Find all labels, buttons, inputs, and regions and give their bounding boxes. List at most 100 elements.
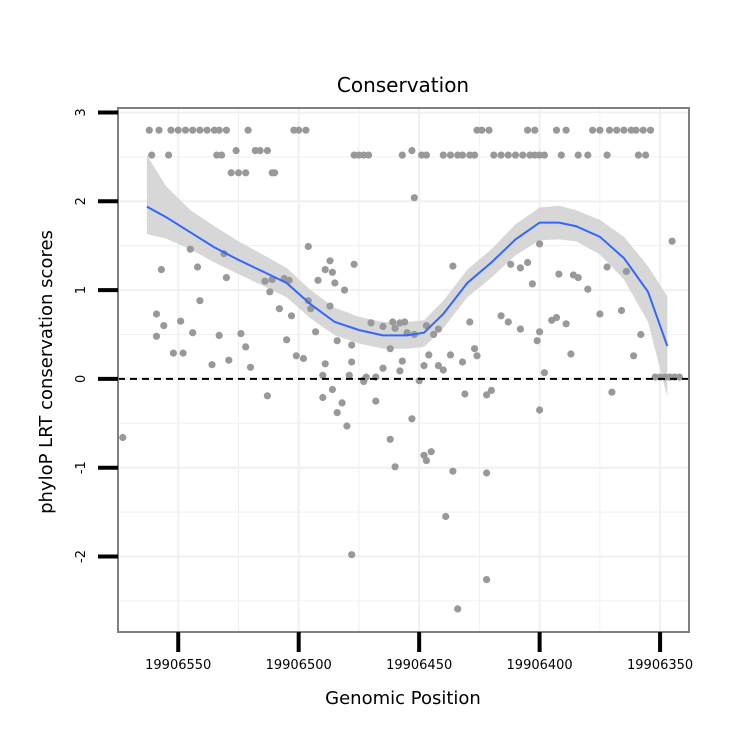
data-point [179,349,187,357]
data-point [642,151,650,159]
data-point [225,356,233,364]
x-tick-label: 19906400 [507,658,573,673]
data-point [410,194,418,202]
data-point [422,151,430,159]
data-point [446,151,455,159]
data-point [299,354,308,363]
data-point [634,151,643,159]
data-point [157,266,165,274]
data-point [227,169,235,177]
data-point [379,322,387,331]
data-point [533,337,541,345]
data-point [608,388,616,396]
data-point [458,358,467,366]
data-point [507,260,515,268]
y-axis-title: phyloP LRT conservation scores [36,230,57,514]
data-point [466,318,474,326]
data-point [446,351,455,359]
data-point [234,169,243,177]
data-point [321,266,329,274]
data-point [242,343,250,351]
data-point [319,371,327,379]
data-point [145,126,153,134]
data-point [536,328,544,336]
data-point [449,262,457,270]
data-point [613,126,621,134]
data-point [567,350,575,358]
data-point [528,280,537,288]
data-point [266,288,274,296]
data-point [536,240,544,248]
data-point [454,605,462,613]
data-point [345,371,353,379]
data-point [312,328,320,336]
data-point [504,318,512,326]
data-point [668,237,676,245]
data-point [422,457,430,465]
data-point [620,126,628,134]
data-point [271,169,279,177]
confidence-ribbon [146,155,668,397]
data-point [471,151,479,159]
data-point [244,126,252,134]
data-point [473,352,481,360]
data-point [283,336,291,344]
data-point [189,126,197,134]
data-point [367,319,375,327]
data-point [263,392,271,400]
data-point [348,358,356,366]
data-point [148,151,156,159]
data-point [307,305,315,313]
data-point [408,415,416,423]
data-point [208,361,216,369]
data-point [605,126,614,134]
data-point [557,151,565,159]
data-point [603,151,611,159]
data-point [675,373,684,381]
data-point [487,386,495,394]
data-point [386,435,394,443]
x-tick-label: 19906350 [627,658,693,673]
data-point [398,151,406,159]
data-point [504,151,512,159]
data-point [391,463,399,471]
data-point [420,362,428,370]
data-point [386,345,394,353]
data-point [222,274,230,282]
data-point [524,258,532,267]
data-point [343,422,351,430]
data-point [596,310,604,318]
data-point [497,312,505,320]
data-point [333,409,341,417]
data-point [483,576,491,584]
data-point [365,151,373,159]
data-point [540,369,549,377]
y-tick-label: 3 [74,108,89,116]
data-point [603,263,611,271]
data-point [292,352,300,360]
data-point [531,126,539,134]
data-point [584,285,592,293]
data-point [485,126,493,134]
data-point [552,126,561,134]
data-point [391,324,399,332]
x-tick-label: 19906450 [386,658,452,673]
data-point [275,305,283,313]
data-point [338,399,346,407]
data-point [434,362,442,370]
y-tick-label: 0 [74,375,89,383]
data-point [536,406,544,414]
data-point [516,264,525,272]
data-point [562,320,570,328]
data-point [237,330,245,338]
data-point [261,277,269,285]
data-point [497,151,505,159]
data-point [596,126,604,134]
data-point [314,276,322,284]
data-point [304,242,312,251]
data-point [285,276,293,284]
data-point [167,126,175,134]
data-point [196,126,204,134]
